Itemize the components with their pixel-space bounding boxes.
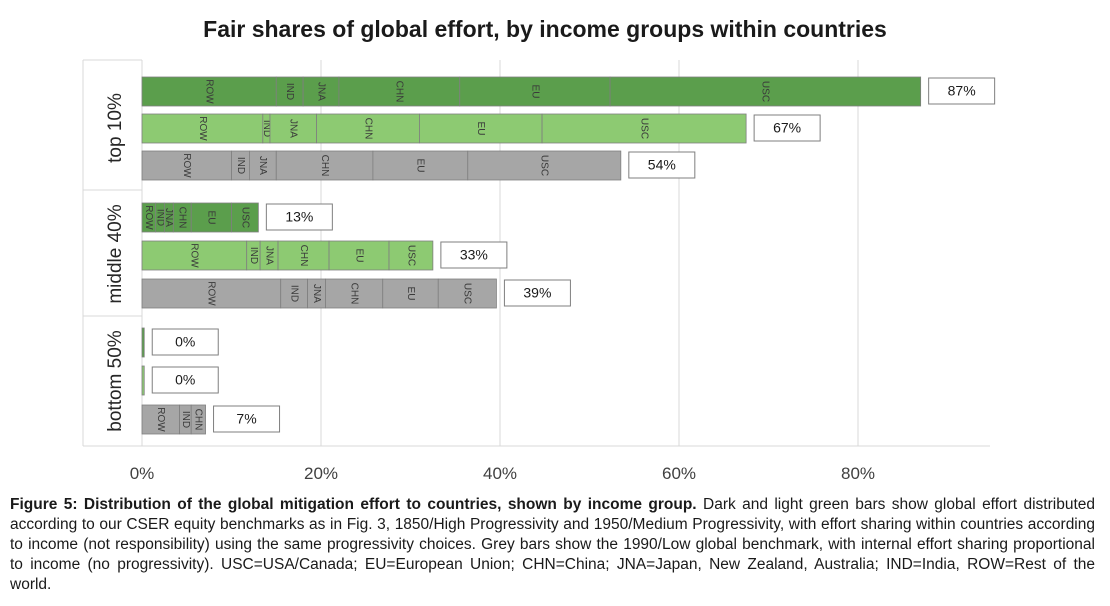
total-label-box [503, 279, 571, 307]
bar-segment [419, 113, 543, 144]
segment-label: ROW [197, 116, 208, 141]
segment-label: EU [353, 249, 364, 263]
bar-segment [141, 365, 145, 396]
bar-segment [316, 113, 420, 144]
segment-label: EU [405, 287, 416, 301]
bar-segment [231, 202, 259, 233]
segment-label: USC [462, 283, 473, 304]
chart-title: Fair shares of global effort, by income … [203, 16, 887, 42]
segment-label: USC [239, 207, 250, 228]
bar-segment [372, 150, 469, 181]
bar-segment [382, 278, 439, 309]
segment-label: IND [180, 411, 191, 428]
bar-segment [388, 240, 434, 271]
total-label: 54% [648, 157, 676, 173]
segment-label: IND [289, 285, 300, 302]
segment-label: EU [475, 122, 486, 136]
segment-label: CHN [394, 81, 405, 103]
figure-caption: Figure 5: Distribution of the global mit… [10, 495, 1095, 595]
bar-segment [141, 404, 180, 435]
x-tick-label: 20% [304, 464, 338, 483]
bar-segment [437, 278, 497, 309]
total-label: 39% [523, 285, 551, 301]
bar-segment [328, 240, 390, 271]
x-tick-label: 80% [841, 464, 875, 483]
bar-segment [325, 278, 384, 309]
bar-segment [248, 150, 277, 181]
segment-label: JNA [257, 156, 268, 175]
bar-segment [609, 76, 922, 107]
bar-segment [459, 76, 611, 107]
bar-segment [302, 76, 340, 107]
bar-segment [141, 240, 248, 271]
segment-label: IND [154, 209, 165, 226]
x-tick-label: 60% [662, 464, 696, 483]
bar-segment [338, 76, 461, 107]
caption-heading: Figure 5: Distribution of the global mit… [10, 496, 697, 513]
segment-label: JNA [263, 246, 274, 265]
bar-segment [541, 113, 747, 144]
caption-body: Dark and light green bars show global ef… [10, 496, 1096, 593]
bar-segment [141, 327, 145, 358]
total-label: 87% [948, 83, 976, 99]
segment-label: IND [235, 157, 246, 174]
bar-segment [275, 150, 374, 181]
x-tick-label: 40% [483, 464, 517, 483]
total-label-box [440, 241, 508, 269]
total-label: 33% [460, 247, 488, 263]
total-label-box [753, 114, 821, 142]
total-label: 7% [236, 411, 256, 427]
total-label: 13% [285, 209, 313, 225]
segment-label: IND [248, 247, 259, 264]
group-label: bottom 50% [105, 330, 126, 431]
segment-label: ROW [181, 153, 192, 178]
total-label-box [213, 405, 281, 433]
total-label-box [628, 151, 696, 179]
bar-segment [141, 278, 282, 309]
total-label-box [151, 366, 219, 394]
segment-label: CHN [298, 245, 309, 267]
bar-segment [467, 150, 622, 181]
segment-label: CHN [177, 207, 188, 229]
total-label: 67% [773, 120, 801, 136]
segment-label: EU [415, 159, 426, 173]
bar-segment [269, 113, 317, 144]
bar-segment [275, 76, 304, 107]
segment-label: USC [539, 155, 550, 176]
segment-label: IND [284, 83, 295, 100]
segment-label: ROW [143, 205, 154, 230]
segment-label: ROW [189, 243, 200, 268]
segment-label: JNA [311, 284, 322, 303]
segment-label: IND [261, 120, 272, 137]
total-label-box [928, 77, 996, 105]
group-label: middle 40% [105, 204, 126, 303]
total-label: 0% [175, 372, 195, 388]
segment-label: CHN [348, 283, 359, 305]
segment-label: ROW [206, 281, 217, 306]
segment-label: JNA [288, 119, 299, 138]
chart-area: 0% 20% 40% 60% 80%top 10%ROW IND JNA CHN EU USC 87… [82, 59, 996, 483]
bar-segment [277, 240, 330, 271]
total-label: 0% [175, 334, 195, 350]
segment-label: CHN [193, 409, 204, 431]
segment-label: EU [206, 211, 217, 225]
segment-label: CHN [362, 118, 373, 140]
segment-label: JNA [163, 208, 174, 227]
segment-label: ROW [203, 79, 214, 104]
x-tick-label: 0% [130, 464, 155, 483]
segment-label: CHN [319, 155, 330, 177]
bar-segment [141, 150, 232, 181]
total-label-box [265, 203, 333, 231]
segment-label: USC [760, 81, 771, 102]
group-label: top 10% [105, 93, 126, 163]
segment-label: JNA [315, 82, 326, 101]
segment-label: EU [529, 85, 540, 99]
bar-segment [190, 404, 206, 435]
segment-label: USC [638, 118, 649, 139]
total-label-box [151, 328, 219, 356]
segment-label: USC [405, 245, 416, 266]
segment-label: ROW [155, 407, 166, 432]
